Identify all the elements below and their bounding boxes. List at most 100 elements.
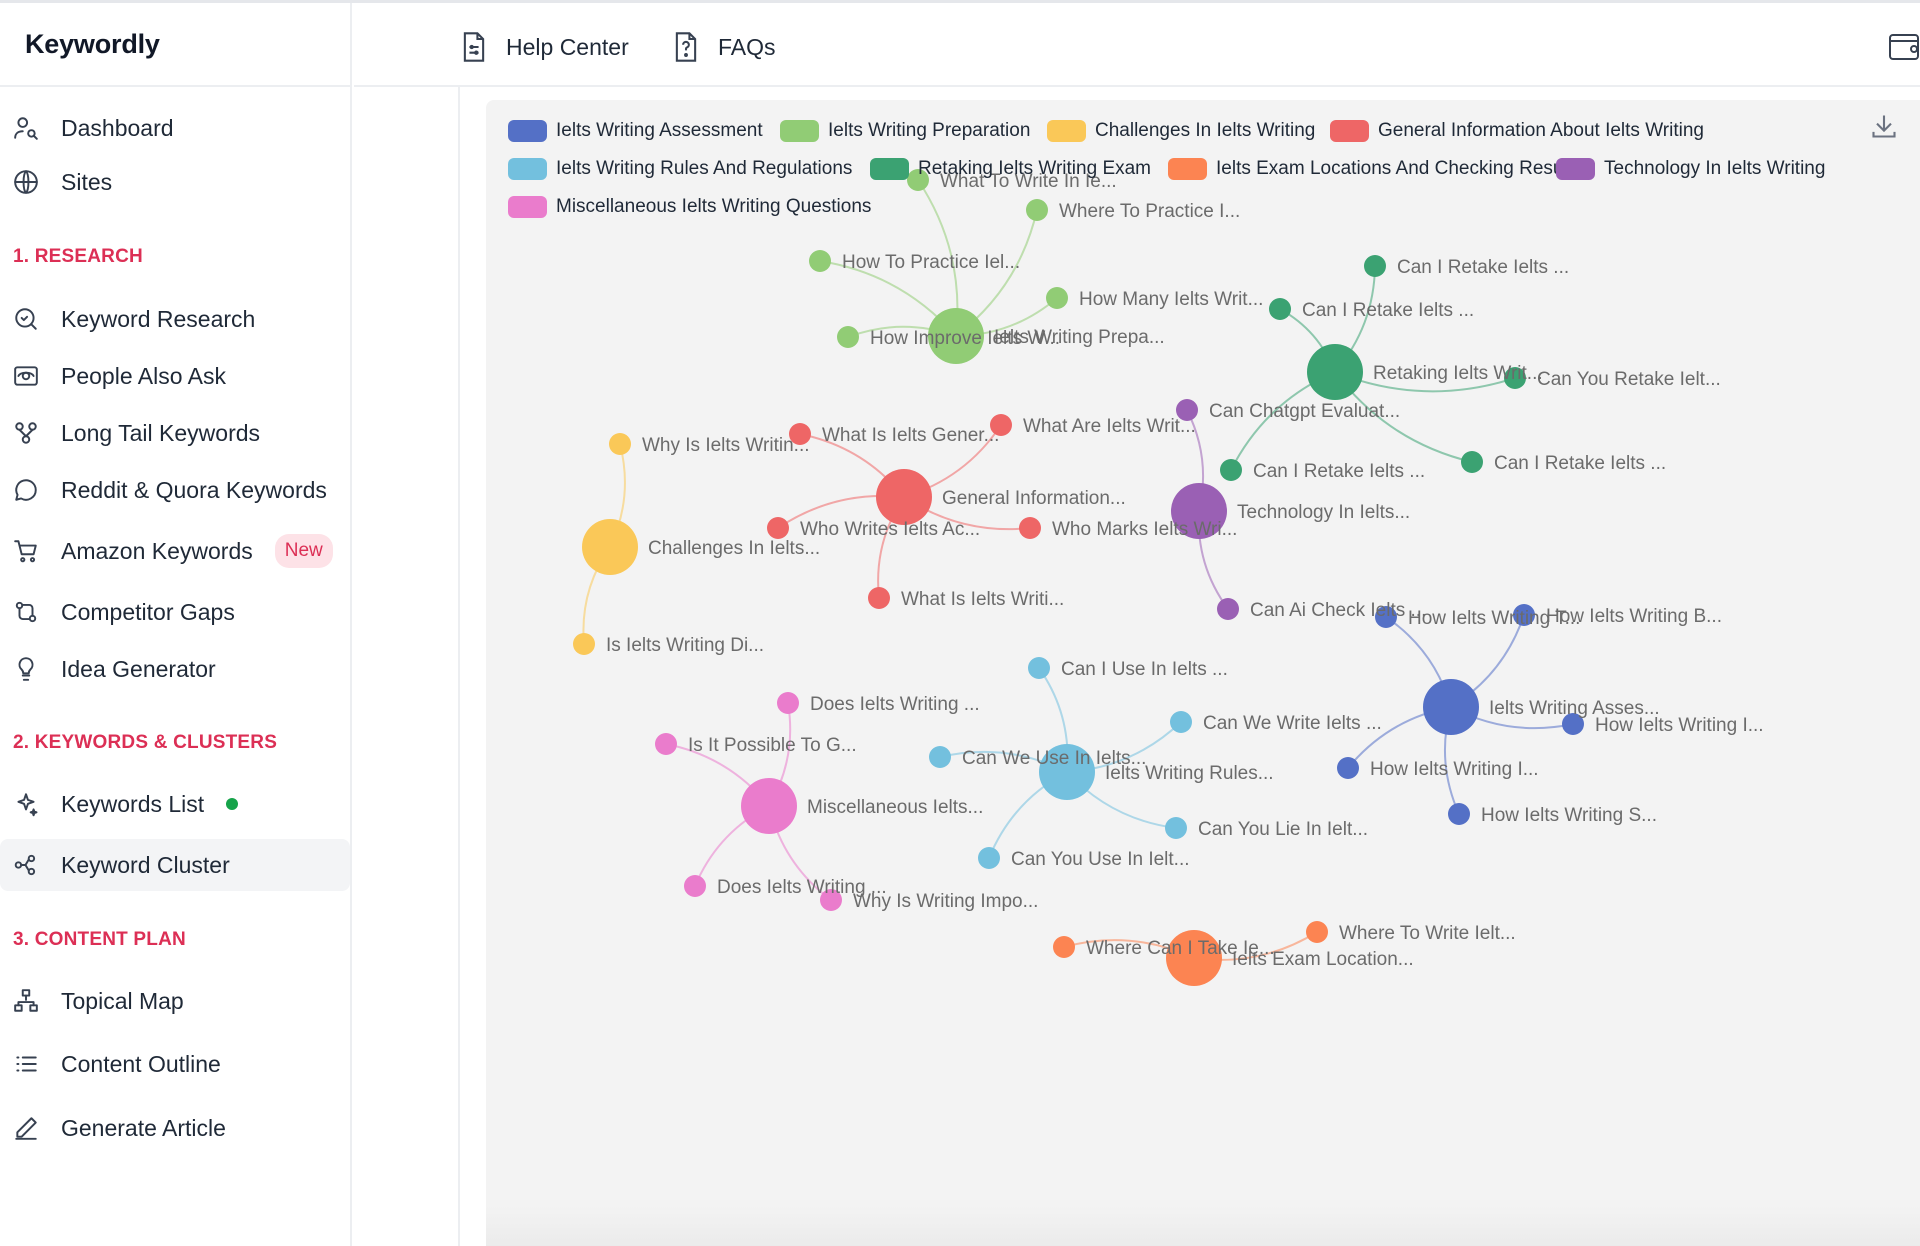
keyword-node[interactable] xyxy=(809,250,831,272)
keyword-node-label: Who Marks Ielts Wri... xyxy=(1052,519,1237,540)
keyword-node[interactable] xyxy=(1028,657,1050,679)
section-title-research: 1. RESEARCH xyxy=(13,246,143,267)
keyword-node[interactable] xyxy=(1019,517,1041,539)
logo-row: Keywordly xyxy=(0,3,350,87)
sidebar-item-amazon-keywords[interactable]: Amazon Keywords New xyxy=(0,525,352,577)
cluster-hub-label: Ielts Exam Location... xyxy=(1232,949,1414,970)
cluster-hub-node[interactable] xyxy=(582,519,638,575)
cluster-hub-label: Ielts Writing Asses... xyxy=(1489,698,1660,719)
help-center-link[interactable]: Help Center xyxy=(460,31,629,63)
download-icon[interactable] xyxy=(1870,112,1898,140)
cluster-hub-node[interactable] xyxy=(1039,744,1095,800)
keyword-node[interactable] xyxy=(1170,711,1192,733)
keyword-node-label: Is Ielts Writing Di... xyxy=(606,635,764,656)
keyword-node[interactable] xyxy=(1306,921,1328,943)
keyword-node[interactable] xyxy=(573,633,595,655)
cluster-hub-node[interactable] xyxy=(1423,679,1479,735)
legend-item[interactable]: Ielts Writing Rules And Regulations xyxy=(508,158,852,180)
sidebar-item-idea-generator[interactable]: Idea Generator xyxy=(0,643,352,695)
keyword-node[interactable] xyxy=(1461,451,1483,473)
cluster-hub-node[interactable] xyxy=(876,469,932,525)
keyword-node[interactable] xyxy=(929,746,951,768)
cluster-hub-node[interactable] xyxy=(1307,344,1363,400)
keyword-node[interactable] xyxy=(684,875,706,897)
sidebar-item-topical-map[interactable]: Topical Map xyxy=(0,975,352,1027)
keyword-node[interactable] xyxy=(1220,459,1242,481)
cluster-graph[interactable]: What To Write In Ie... Where To Practice … xyxy=(486,100,1920,1246)
keyword-node-label: How Many Ielts Writ... xyxy=(1079,289,1263,310)
legend-label: Ielts Exam Locations And Checking Result… xyxy=(1216,158,1583,179)
legend-swatch xyxy=(780,120,819,142)
keyword-node[interactable] xyxy=(990,414,1012,436)
legend-item[interactable]: Challenges In Ielts Writing xyxy=(1047,120,1315,142)
keyword-node[interactable] xyxy=(767,517,789,539)
sidebar-item-people-also-ask[interactable]: People Also Ask xyxy=(0,350,352,402)
sidebar-item-label: Keyword Cluster xyxy=(61,851,230,878)
legend-item[interactable]: Retaking Ielts Writing Exam xyxy=(870,158,1151,180)
legend-swatch xyxy=(1556,158,1595,180)
cluster-hub-node[interactable] xyxy=(928,308,984,364)
sidebar-item-competitor-gaps[interactable]: Competitor Gaps xyxy=(0,586,352,638)
cluster-hub-node[interactable] xyxy=(741,778,797,834)
keyword-node[interactable] xyxy=(1176,399,1198,421)
legend-item[interactable]: Miscellaneous Ielts Writing Questions xyxy=(508,196,871,218)
legend-item[interactable]: Ielts Writing Preparation xyxy=(780,120,1030,142)
sidebar-item-keywords-list[interactable]: Keywords List xyxy=(0,778,352,830)
sidebar-item-label: Keywords List xyxy=(61,790,205,817)
faqs-link[interactable]: FAQs xyxy=(672,31,776,63)
cluster-hub-node[interactable] xyxy=(1166,930,1222,986)
keyword-node-label: Can We Write Ielts ... xyxy=(1203,713,1382,734)
legend-item[interactable]: Technology In Ielts Writing xyxy=(1556,158,1825,180)
keyword-node[interactable] xyxy=(868,587,890,609)
faqs-label: FAQs xyxy=(718,33,776,60)
keyword-node[interactable] xyxy=(1562,713,1584,735)
app-logo[interactable]: Keywordly xyxy=(25,28,160,59)
legend-item[interactable]: Ielts Exam Locations And Checking Result… xyxy=(1168,158,1582,180)
legend-label: Ielts Writing Assessment xyxy=(556,120,763,141)
sitemap-icon xyxy=(13,988,39,1014)
legend-swatch xyxy=(1047,120,1086,142)
sidebar-item-keyword-research[interactable]: Keyword Research xyxy=(0,293,352,345)
keyword-node-label: Can I Retake Ielts ... xyxy=(1494,453,1666,474)
nodes xyxy=(573,169,1584,986)
keyword-node[interactable] xyxy=(609,433,631,455)
sidebar-item-long-tail-keywords[interactable]: Long Tail Keywords xyxy=(0,407,352,459)
keyword-node[interactable] xyxy=(1337,757,1359,779)
keyword-node[interactable] xyxy=(1513,604,1535,626)
keyword-node[interactable] xyxy=(907,169,929,191)
sidebar-item-generate-article[interactable]: Generate Article xyxy=(0,1102,352,1154)
keyword-cluster-chart[interactable]: What To Write In Ie... Where To Practice … xyxy=(486,100,1920,1246)
legend-item[interactable]: Ielts Writing Assessment xyxy=(508,120,763,142)
keyword-node[interactable] xyxy=(1364,255,1386,277)
keyword-node[interactable] xyxy=(1448,803,1470,825)
search-icon xyxy=(13,306,39,332)
keyword-node[interactable] xyxy=(1053,936,1075,958)
cluster-hub-node[interactable] xyxy=(1171,483,1227,539)
keyword-node[interactable] xyxy=(655,733,677,755)
cart-icon xyxy=(13,538,39,564)
keyword-node[interactable] xyxy=(1046,287,1068,309)
keyword-node[interactable] xyxy=(978,847,1000,869)
keyword-node[interactable] xyxy=(1375,606,1397,628)
sidebar-item-dashboard[interactable]: Dashboard xyxy=(0,102,352,154)
keyword-node[interactable] xyxy=(820,889,842,911)
keyword-node-label: How Ielts Writing S... xyxy=(1481,805,1657,826)
legend-swatch xyxy=(870,158,909,180)
keyword-node[interactable] xyxy=(789,423,811,445)
keyword-node[interactable] xyxy=(1504,367,1526,389)
keyword-node-label: Can I Retake Ielts ... xyxy=(1302,300,1474,321)
keyword-node[interactable] xyxy=(1269,298,1291,320)
wallet-icon[interactable] xyxy=(1888,31,1920,63)
legend-item[interactable]: General Information About Ielts Writing xyxy=(1330,120,1704,142)
keyword-node[interactable] xyxy=(837,326,859,348)
sidebar-item-reddit-quora[interactable]: Reddit & Quora Keywords xyxy=(0,464,352,516)
legend-swatch xyxy=(1168,158,1207,180)
sidebar-item-content-outline[interactable]: Content Outline xyxy=(0,1038,352,1090)
keyword-node[interactable] xyxy=(1165,817,1187,839)
keyword-node[interactable] xyxy=(777,692,799,714)
keyword-node[interactable] xyxy=(1026,199,1048,221)
keyword-node[interactable] xyxy=(1217,598,1239,620)
sidebar-item-keyword-cluster[interactable]: Keyword Cluster xyxy=(0,839,350,891)
section-title-content-plan: 3. CONTENT PLAN xyxy=(13,929,186,950)
sidebar-item-sites[interactable]: Sites xyxy=(0,156,352,208)
